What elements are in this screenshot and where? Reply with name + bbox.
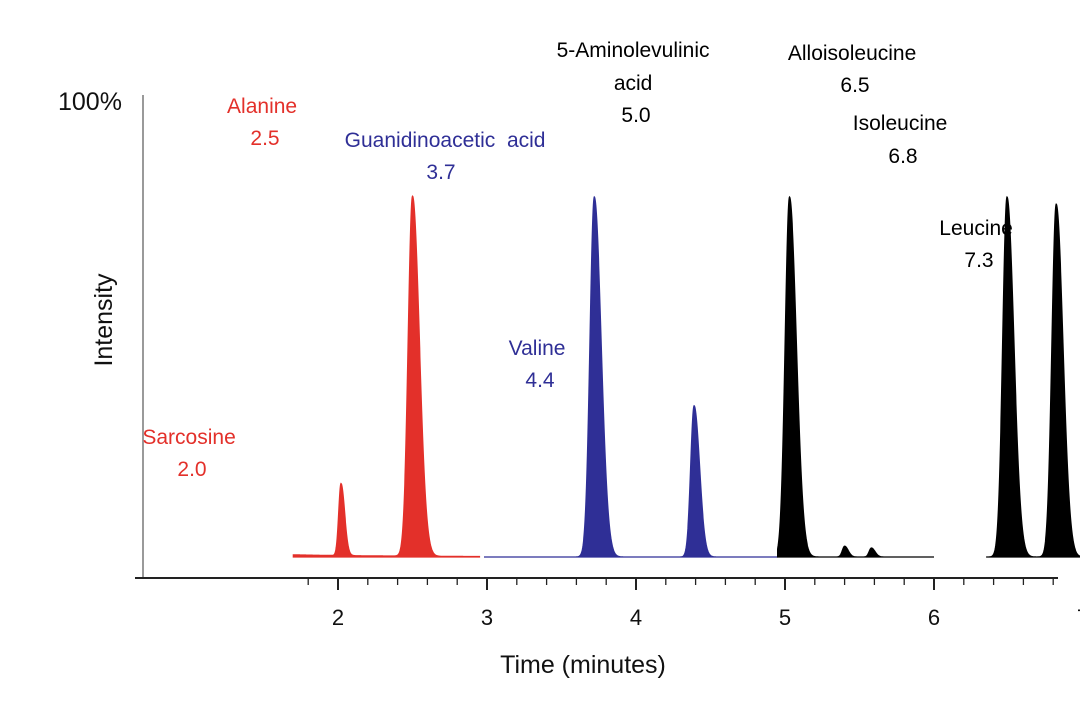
peak-label-alloisoleucine: Alloisoleucine 6.5	[788, 42, 922, 97]
x-tick-label: 3	[481, 605, 493, 630]
peak-label-sarcosine: Sarcosine 2.0	[142, 426, 241, 481]
peak-label-5-aminolevulinic-acid: 5-Aminolevulinic acid 5.0	[557, 39, 716, 127]
peak-sarcosine	[340, 484, 342, 486]
peak-alloisoleucine	[1006, 196, 1008, 198]
peak-label-leucine: Leucine 7.3	[939, 217, 1018, 272]
trace-4-area	[986, 195, 1080, 558]
peak-guanidinoacetic-acid	[593, 196, 595, 198]
peak-label-isoleucine: Isoleucine 6.8	[853, 112, 953, 168]
y-axis-max-label: 100%	[58, 88, 122, 116]
trace-2-area	[484, 195, 778, 558]
peak-5-aminolevulinic-acid	[788, 196, 790, 198]
x-tick-label: 6	[928, 605, 940, 630]
chromatogram-traces	[292, 195, 1080, 558]
peak-label-alanine: Alanine 2.5	[227, 95, 303, 150]
peak-minor	[870, 547, 872, 549]
x-tick-label: 2	[332, 605, 344, 630]
x-tick-label: 4	[630, 605, 642, 630]
x-axis-title: Time (minutes)	[500, 651, 666, 679]
peak-isoleucine	[1055, 203, 1057, 205]
x-tick-label: 7	[1077, 605, 1080, 630]
x-tick-label: 5	[779, 605, 791, 630]
trace-3-area	[777, 195, 934, 558]
y-axis-title: Intensity	[90, 273, 118, 367]
peak-label-guanidinoacetic-acid: Guanidinoacetic acid 3.7	[345, 129, 552, 184]
peak-minor	[844, 545, 846, 547]
peak-valine	[693, 405, 695, 407]
x-axis-ticks: 2 3 4 5 6 7	[307, 578, 1080, 630]
peak-label-valine: Valine 4.4	[509, 337, 572, 392]
trace-1-area	[292, 195, 481, 558]
peak-alanine	[412, 196, 413, 198]
